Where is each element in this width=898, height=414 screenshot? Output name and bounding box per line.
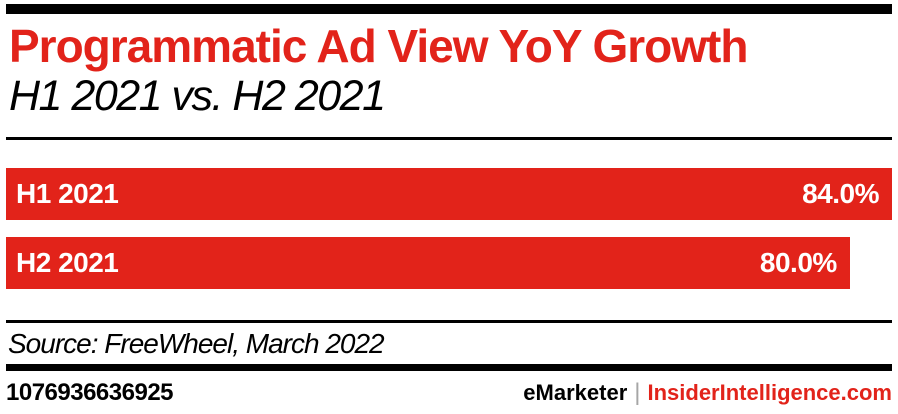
bar-row: H1 2021 84.0% <box>6 168 892 220</box>
chart-subtitle: H1 2021 vs. H2 2021 <box>9 72 386 120</box>
divider-line-bottom <box>6 320 892 323</box>
divider-line-top <box>6 137 892 140</box>
bar-label: H2 2021 <box>16 247 119 278</box>
chart-title: Programmatic Ad View YoY Growth <box>9 20 748 72</box>
chart-id: 1076936636925 <box>6 379 174 406</box>
branding: eMarketer | InsiderIntelligence.com <box>523 379 892 407</box>
bar-chart: H1 2021 84.0% H2 2021 80.0% <box>6 168 892 289</box>
bar-value: 80.0% <box>759 247 837 278</box>
bar-label: H1 2021 <box>16 178 119 209</box>
footer-rule <box>6 364 892 371</box>
bar-row: H2 2021 80.0% <box>6 237 850 289</box>
brand-divider: | <box>634 379 641 406</box>
footer: 1076936636925 eMarketer | InsiderIntellige… <box>6 379 892 407</box>
source-note: Source: FreeWheel, March 2022 <box>8 328 385 359</box>
brand-emarketer: eMarketer <box>523 380 628 405</box>
bar-value: 84.0% <box>802 178 879 209</box>
brand-site: InsiderIntelligence.com <box>647 380 892 405</box>
top-accent-bar <box>6 4 892 14</box>
